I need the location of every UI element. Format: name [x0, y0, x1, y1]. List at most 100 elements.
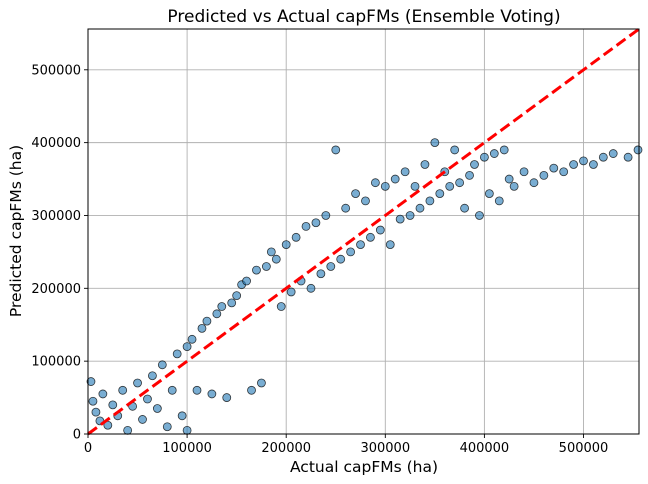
scatter-point: [405, 211, 415, 220]
scatter-point: [291, 232, 301, 242]
scatter-point: [346, 247, 356, 257]
scatter-point: [108, 400, 118, 410]
scatter-point: [579, 156, 588, 166]
scatter-point: [489, 149, 499, 158]
scatter-point: [252, 265, 261, 275]
scatter-point: [460, 203, 469, 213]
scatter-point: [366, 232, 375, 242]
scatter-point: [271, 254, 281, 264]
scatter-point: [331, 145, 341, 155]
scatter-point: [192, 385, 202, 395]
scatter-point: [395, 214, 405, 224]
scatter-point: [559, 167, 569, 177]
scatter-point: [509, 181, 519, 191]
scatter-point: [633, 145, 643, 155]
y-tick-label: 300000: [31, 209, 81, 224]
x-tick-label: 500000: [559, 441, 609, 456]
scatter-point: [400, 167, 410, 177]
scatter-points: [86, 138, 643, 435]
scatter-point: [465, 171, 474, 180]
scatter-point: [123, 425, 133, 435]
reference-line-layer: [87, 27, 640, 436]
scatter-point: [390, 174, 400, 184]
scatter-point: [375, 225, 385, 235]
scatter-point: [138, 415, 147, 424]
scatter-point: [182, 342, 192, 351]
scatter-point: [608, 149, 618, 158]
x-tick-label: 100000: [162, 441, 212, 456]
scatter-point: [475, 211, 484, 220]
scatter-point: [261, 262, 271, 271]
scatter-point: [435, 189, 445, 199]
y-tick-label: 400000: [31, 136, 81, 151]
y-tick-label: 500000: [31, 63, 81, 78]
scatter-point: [88, 396, 98, 406]
scatter-point: [430, 138, 440, 148]
scatter-point: [445, 181, 455, 191]
scatter-point: [356, 240, 365, 250]
scatter-point: [480, 152, 489, 162]
scatter-point: [623, 152, 633, 162]
scatter-point: [157, 360, 167, 370]
scatter-point: [217, 302, 227, 311]
y-tick-label: 100000: [31, 355, 81, 370]
scatter-point: [187, 334, 197, 344]
scatter-point: [242, 276, 251, 286]
x-axis-label: Actual capFMs (ha): [290, 458, 438, 476]
scatter-point: [316, 269, 326, 279]
x-tick-label: 0: [84, 441, 92, 456]
scatter-point: [484, 189, 494, 199]
scatter-point: [351, 189, 360, 199]
scatter-point: [415, 203, 425, 213]
scatter-point: [504, 174, 514, 184]
scatter-point: [361, 196, 370, 206]
scatter-point: [276, 302, 286, 311]
scatter-point: [598, 152, 608, 162]
scatter-point: [301, 222, 311, 231]
scatter-point: [266, 247, 276, 257]
scatter-point: [167, 385, 177, 395]
y-tick-label: 0: [73, 428, 81, 443]
scatter-point: [370, 178, 380, 188]
scatter-point: [385, 240, 395, 250]
scatter-point: [321, 211, 331, 220]
x-tick-label: 400000: [460, 441, 510, 456]
scatter-point: [455, 178, 465, 188]
scatter-point: [326, 262, 336, 271]
scatter-point: [202, 316, 212, 326]
scatter-point: [207, 389, 217, 399]
scatter-point: [311, 218, 321, 228]
scatter-point: [182, 425, 192, 435]
scatter-point: [143, 394, 152, 404]
scatter-point: [172, 349, 182, 359]
scatter-point: [227, 298, 237, 308]
scatter-point: [569, 160, 578, 169]
scatter-point: [232, 291, 242, 301]
scatter-point: [425, 196, 435, 206]
scatter-point: [197, 323, 207, 333]
y-tick-label: 200000: [31, 282, 81, 297]
scatter-point: [118, 385, 128, 395]
scatter-point: [549, 163, 559, 173]
y-axis-label: Predicted capFMs (ha): [7, 145, 25, 317]
scatter-point: [589, 160, 598, 169]
scatter-point: [470, 160, 479, 169]
reference-line: [87, 27, 640, 436]
scatter-point: [247, 385, 256, 395]
scatter-point: [306, 283, 316, 293]
scatter-point: [286, 287, 296, 297]
scatter-point: [133, 378, 142, 388]
scatter-point: [148, 371, 157, 381]
x-tick-label: 300000: [360, 441, 410, 456]
chart-title: Predicted vs Actual capFMs (Ensemble Vot…: [167, 7, 560, 27]
scatter-point: [212, 309, 222, 319]
scatter-point: [91, 407, 101, 417]
scatter-point: [410, 181, 420, 191]
scatter-point: [380, 181, 390, 191]
scatter-point: [177, 411, 187, 421]
scatter-point: [281, 240, 291, 250]
plot-frame: [87, 28, 640, 435]
scatter-point: [499, 145, 509, 155]
scatter-point: [494, 196, 504, 206]
